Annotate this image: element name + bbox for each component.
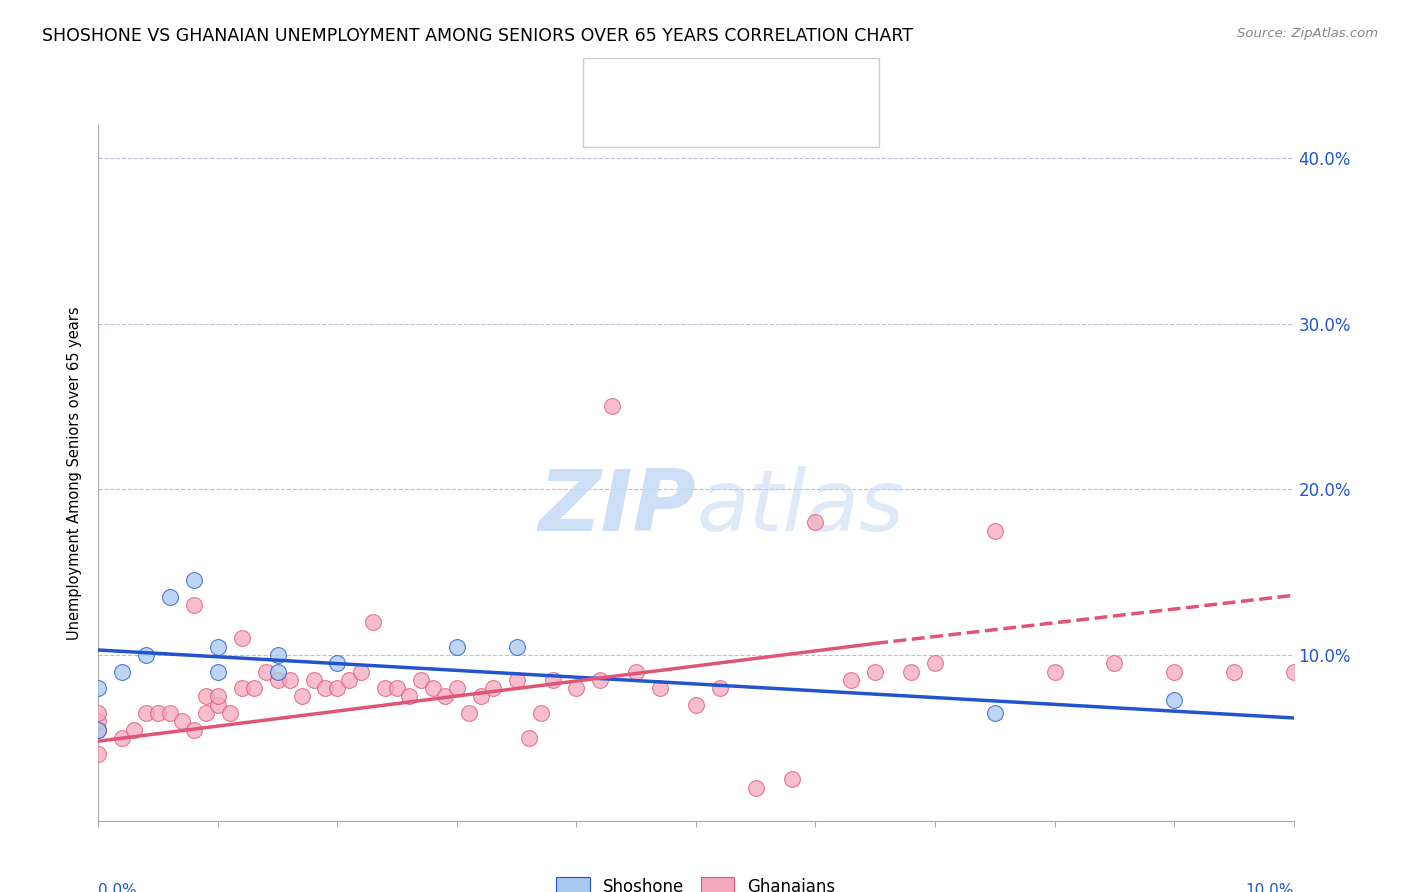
Point <box>254 665 277 679</box>
Point <box>183 599 205 613</box>
Text: R =  0.284  N = 64: R = 0.284 N = 64 <box>641 110 837 128</box>
Point <box>650 681 672 695</box>
Point <box>446 681 468 695</box>
Point <box>529 706 551 720</box>
Point <box>1163 692 1185 706</box>
Point <box>87 714 110 729</box>
Point <box>148 706 170 720</box>
Y-axis label: Unemployment Among Seniors over 65 years: Unemployment Among Seniors over 65 years <box>67 306 83 640</box>
Point <box>1104 657 1126 671</box>
Text: atlas: atlas <box>696 466 904 549</box>
Point <box>434 690 457 704</box>
Text: Source: ZipAtlas.com: Source: ZipAtlas.com <box>1237 27 1378 40</box>
Point <box>87 681 110 695</box>
Point <box>517 731 540 745</box>
Point <box>207 665 229 679</box>
Point <box>195 690 218 704</box>
Point <box>207 640 229 654</box>
Point <box>565 681 588 695</box>
Text: R = -0.246  N = 15: R = -0.246 N = 15 <box>641 74 837 92</box>
Point <box>804 516 827 530</box>
Point <box>481 681 505 695</box>
Legend: Shoshone, Ghanaians: Shoshone, Ghanaians <box>550 871 842 892</box>
Point <box>470 690 492 704</box>
Point <box>87 747 110 762</box>
Point <box>172 714 194 729</box>
Point <box>1043 665 1066 679</box>
Point <box>745 780 768 795</box>
Text: SHOSHONE VS GHANAIAN UNEMPLOYMENT AMONG SENIORS OVER 65 YEARS CORRELATION CHART: SHOSHONE VS GHANAIAN UNEMPLOYMENT AMONG … <box>42 27 912 45</box>
Point <box>231 632 253 646</box>
Point <box>589 673 612 687</box>
Point <box>267 665 290 679</box>
Point <box>183 723 205 737</box>
Point <box>984 524 1007 538</box>
Point <box>302 673 325 687</box>
Point <box>709 681 731 695</box>
Point <box>865 665 887 679</box>
Point <box>350 665 373 679</box>
Point <box>267 648 290 662</box>
Point <box>207 698 229 712</box>
Point <box>87 706 110 720</box>
Point <box>363 615 385 629</box>
Point <box>398 690 420 704</box>
Point <box>446 640 468 654</box>
Point <box>685 698 707 712</box>
Text: 10.0%: 10.0% <box>1246 883 1294 892</box>
Point <box>326 657 349 671</box>
Point <box>326 681 349 695</box>
Point <box>135 648 157 662</box>
Point <box>135 706 157 720</box>
Point <box>291 690 314 704</box>
Point <box>984 706 1007 720</box>
Point <box>541 673 564 687</box>
Point <box>374 681 396 695</box>
Text: 0.0%: 0.0% <box>98 883 138 892</box>
Point <box>207 690 229 704</box>
Point <box>602 400 624 414</box>
Point <box>1163 665 1185 679</box>
Point <box>1223 665 1246 679</box>
Point <box>219 706 242 720</box>
Text: ZIP: ZIP <box>538 466 696 549</box>
Point <box>159 590 181 604</box>
Point <box>159 706 181 720</box>
Point <box>124 723 146 737</box>
Point <box>315 681 337 695</box>
Point <box>231 681 253 695</box>
Point <box>111 665 134 679</box>
Point <box>458 706 481 720</box>
Point <box>183 574 205 588</box>
Point <box>87 723 110 737</box>
Point <box>1282 665 1305 679</box>
Point <box>506 673 529 687</box>
Point <box>278 673 301 687</box>
Point <box>243 681 266 695</box>
Point <box>195 706 218 720</box>
Point <box>411 673 433 687</box>
Point <box>626 665 648 679</box>
Point <box>841 673 863 687</box>
Point <box>339 673 360 687</box>
Point <box>506 640 529 654</box>
Point <box>267 673 290 687</box>
Point <box>111 731 134 745</box>
Point <box>900 665 922 679</box>
Point <box>385 681 409 695</box>
Point <box>422 681 444 695</box>
Point <box>780 772 803 787</box>
Point <box>924 657 946 671</box>
Point <box>87 723 110 737</box>
